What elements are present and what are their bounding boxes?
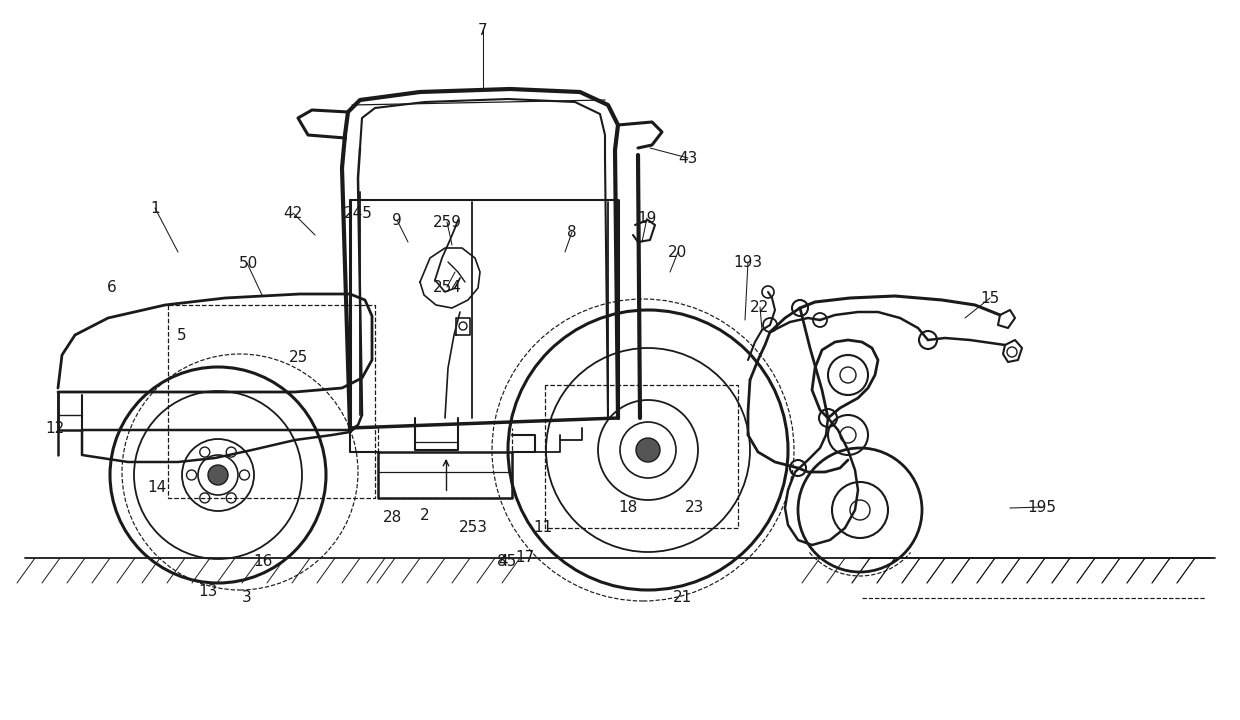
Text: 3: 3: [242, 590, 252, 605]
Text: 18: 18: [619, 500, 637, 515]
Text: 16: 16: [253, 554, 273, 570]
Text: 8: 8: [567, 225, 577, 240]
Text: 23: 23: [686, 500, 704, 515]
Text: 21: 21: [673, 590, 693, 605]
Text: 1: 1: [150, 200, 160, 215]
Text: 14: 14: [148, 480, 166, 495]
Text: 253: 253: [459, 520, 487, 534]
Text: 259: 259: [433, 215, 461, 230]
Text: 85: 85: [497, 554, 517, 570]
Text: 15: 15: [981, 290, 999, 305]
Text: 5: 5: [177, 328, 187, 343]
Text: 43: 43: [678, 150, 698, 166]
Text: 254: 254: [433, 279, 461, 294]
Text: 245: 245: [343, 205, 372, 220]
Text: 12: 12: [46, 420, 64, 436]
Text: 50: 50: [238, 256, 258, 271]
Circle shape: [636, 438, 660, 462]
Text: 7: 7: [479, 22, 487, 37]
Text: 25: 25: [289, 349, 308, 364]
Text: 22: 22: [750, 300, 770, 315]
Circle shape: [208, 465, 228, 485]
Text: 17: 17: [516, 549, 534, 564]
Text: 195: 195: [1028, 500, 1056, 515]
Text: 193: 193: [733, 254, 763, 269]
Text: 42: 42: [284, 205, 303, 220]
Text: 28: 28: [383, 510, 403, 524]
Text: 19: 19: [637, 210, 657, 225]
Text: 9: 9: [392, 212, 402, 228]
Text: 6: 6: [107, 279, 117, 294]
Text: 2: 2: [420, 508, 430, 523]
Text: 11: 11: [533, 520, 553, 534]
Text: 13: 13: [198, 585, 218, 600]
Text: 20: 20: [668, 245, 688, 259]
Text: 4: 4: [498, 554, 508, 570]
